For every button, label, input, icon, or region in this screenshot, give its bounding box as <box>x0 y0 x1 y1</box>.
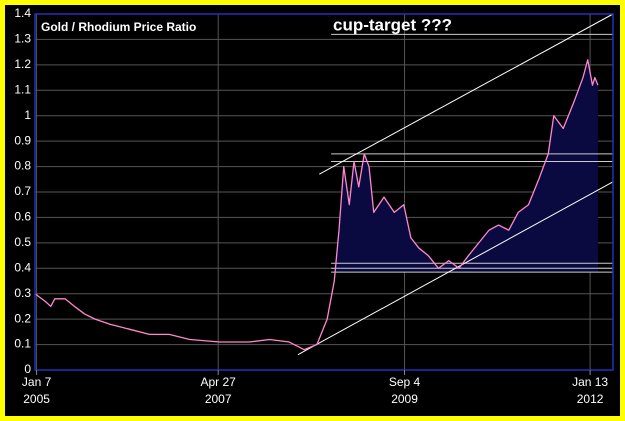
y-tick-label: 0 <box>24 362 31 376</box>
y-tick-label: 0.9 <box>14 133 31 147</box>
trend-line <box>297 181 614 356</box>
y-tick-label: 1.4 <box>14 6 31 20</box>
trend-line <box>319 13 614 175</box>
x-tick-year: 2005 <box>23 392 50 406</box>
y-tick-label: 1.2 <box>14 57 31 71</box>
x-tick-label: Apr 27 <box>201 375 237 389</box>
x-tick-label: Jan 13 <box>572 375 608 389</box>
y-tick-label: 0.5 <box>14 235 31 249</box>
plot-border <box>34 13 614 371</box>
y-tick-label: 0.6 <box>14 210 31 224</box>
price-ratio-line <box>34 59 599 351</box>
chart-title: Gold / Rhodium Price Ratio <box>41 20 196 34</box>
x-tick-year: 2012 <box>577 392 604 406</box>
y-tick-label: 0.2 <box>14 311 31 325</box>
annotation: cup-target ??? <box>333 15 452 34</box>
y-tick-label: 0.1 <box>14 337 31 351</box>
y-tick-label: 0.3 <box>14 286 31 300</box>
y-tick-label: 0.7 <box>14 184 31 198</box>
y-tick-label: 0.8 <box>14 159 31 173</box>
x-tick-label: Jan 7 <box>22 375 52 389</box>
x-tick-year: 2007 <box>205 392 232 406</box>
x-tick-year: 2009 <box>391 392 418 406</box>
channel-shade <box>334 59 598 273</box>
y-tick-label: 1 <box>24 108 31 122</box>
y-tick-label: 1.3 <box>14 32 31 46</box>
marks <box>34 13 614 356</box>
y-tick-label: 0.4 <box>14 260 31 274</box>
x-tick-label: Sep 4 <box>389 375 421 389</box>
y-tick-label: 1.1 <box>14 82 31 96</box>
